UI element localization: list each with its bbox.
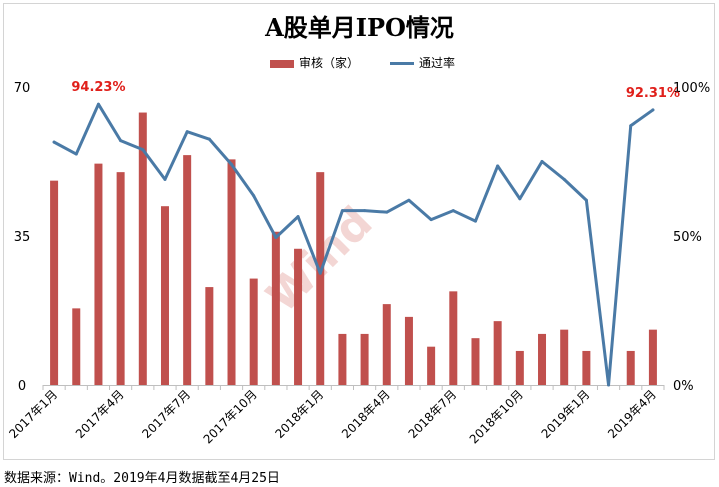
pass-rate-point (207, 137, 211, 141)
bar (404, 316, 413, 385)
bar (138, 112, 147, 386)
pass-rate-point (52, 140, 56, 144)
x-tick-label: 2018年1月 (272, 387, 326, 441)
pass-rate-point (296, 215, 300, 219)
pass-rate-point (473, 219, 477, 223)
pass-rate-point (230, 162, 234, 166)
bar (382, 304, 391, 385)
pass-rate-point (451, 209, 455, 213)
pass-rate-point (96, 102, 100, 106)
bar (316, 172, 325, 385)
bar (205, 287, 214, 385)
bar (183, 155, 192, 385)
bar (626, 350, 635, 385)
legend-item-pass-rate: 通过率 (390, 56, 455, 70)
pass-rate-point (407, 198, 411, 202)
pass-rate-point (540, 160, 544, 163)
bar (582, 350, 591, 385)
x-tick-label: 2017年10月 (201, 387, 260, 446)
bar (427, 346, 436, 385)
x-tick-label: 2017年4月 (73, 387, 127, 441)
bar (515, 350, 524, 385)
pass-rate-point (429, 218, 433, 222)
bar (493, 321, 502, 385)
bar (227, 159, 236, 385)
bar (72, 308, 81, 385)
bar (116, 172, 125, 385)
bar (94, 163, 103, 385)
pass-rate-point (163, 177, 167, 181)
pass-rate-point (363, 209, 367, 213)
pass-rate-point (318, 271, 322, 275)
pass-rate-point (141, 148, 145, 152)
pass-rate-point (119, 139, 123, 143)
pass-rate-point (607, 383, 611, 387)
pass-rate-line (52, 102, 655, 387)
bar (560, 329, 569, 385)
legend-item-review-count: 审核（家） (270, 56, 359, 70)
bar (160, 206, 169, 385)
bar (294, 248, 303, 385)
chart-title: A股单月IPO情况 (265, 13, 454, 42)
source-note: 数据来源：Wind。2019年4月数据截至4月25日 (4, 471, 280, 486)
bar (449, 291, 458, 385)
pass-rate-point (74, 152, 78, 156)
bar (50, 180, 59, 385)
x-tick-label: 2018年7月 (406, 387, 460, 441)
x-tick-label: 2017年1月 (6, 387, 60, 441)
data-label-annotation: 92.31% (626, 86, 680, 101)
y-right-tick-label: 50% (673, 230, 702, 245)
pass-rate-point (584, 198, 588, 202)
bar (471, 338, 480, 385)
bar (538, 333, 547, 385)
bar (648, 329, 657, 385)
chart-frame (3, 3, 715, 460)
bar (338, 333, 347, 385)
bar (271, 231, 280, 385)
x-tick-label: 2019年1月 (539, 387, 593, 441)
pass-rate-point (651, 108, 655, 112)
x-tick-label: 2018年10月 (467, 387, 526, 446)
y-right-tick-label: 100% (673, 81, 710, 96)
bar (360, 333, 369, 385)
pass-rate-point (518, 197, 522, 201)
pass-rate-point (252, 194, 256, 198)
pass-rate-point (185, 130, 189, 134)
y-right-tick-label: 0% (673, 379, 694, 394)
pass-rate-point (385, 210, 389, 214)
y-left-tick-label: 0 (18, 379, 26, 394)
x-tick-label: 2017年7月 (139, 387, 193, 441)
legend-bar-label: 审核（家） (299, 56, 360, 70)
y-left-tick-label: 70 (14, 81, 31, 96)
legend-bar-swatch (270, 59, 294, 68)
legend-line-swatch (390, 62, 414, 65)
pass-rate-point (274, 235, 278, 239)
y-left-tick-label: 35 (14, 230, 31, 245)
data-label-annotation: 94.23% (71, 80, 125, 95)
x-tick-label: 2018年4月 (339, 387, 393, 441)
bar (249, 278, 258, 385)
legend-line-label: 通过率 (419, 56, 456, 70)
x-tick-label: 2019年4月 (605, 387, 659, 441)
pass-rate-point (562, 177, 566, 181)
pass-rate-point (496, 164, 500, 168)
pass-rate-point (629, 124, 633, 128)
pass-rate-point (340, 209, 344, 213)
